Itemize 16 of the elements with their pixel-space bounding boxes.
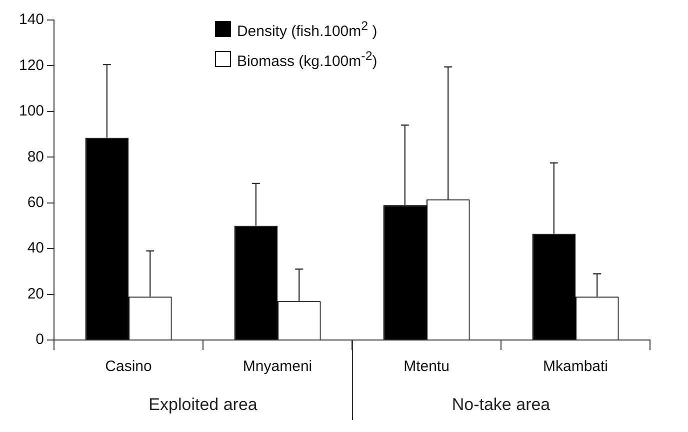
y-tick-label: 140	[18, 11, 44, 28]
y-tick-label: 100	[18, 102, 44, 120]
x-tick-label: Mtentu	[404, 358, 450, 376]
x-tick-label: Mkambati	[542, 358, 608, 376]
y-tick-label: 60	[27, 194, 44, 211]
y-tick-label: 20	[27, 285, 44, 302]
legend-label: Density (fish.100m$^{2}$ )	[236, 18, 378, 42]
x-tick-label: Mnyameni	[242, 358, 312, 376]
text: No-take area	[452, 395, 551, 414]
legend-label: Biomass (kg.100m$^{-2}$)	[236, 48, 378, 72]
y-tick-label: 40	[27, 240, 44, 257]
y-tick-label: 80	[27, 148, 44, 166]
y-tick-label: 0	[36, 331, 44, 348]
text: Exploited area	[148, 395, 258, 414]
y-tick-label: 120	[18, 56, 44, 74]
x-tick-label: Casino	[105, 358, 152, 376]
